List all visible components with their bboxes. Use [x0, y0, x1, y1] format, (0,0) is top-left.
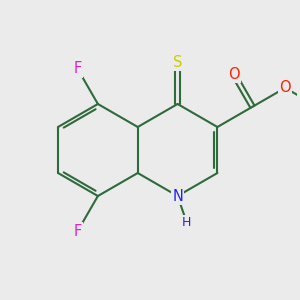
Text: H: H: [182, 217, 192, 230]
Text: F: F: [74, 224, 82, 238]
Text: S: S: [173, 55, 182, 70]
Text: O: O: [279, 80, 291, 95]
Text: F: F: [74, 61, 82, 76]
Text: N: N: [172, 188, 183, 203]
Text: O: O: [228, 67, 239, 82]
